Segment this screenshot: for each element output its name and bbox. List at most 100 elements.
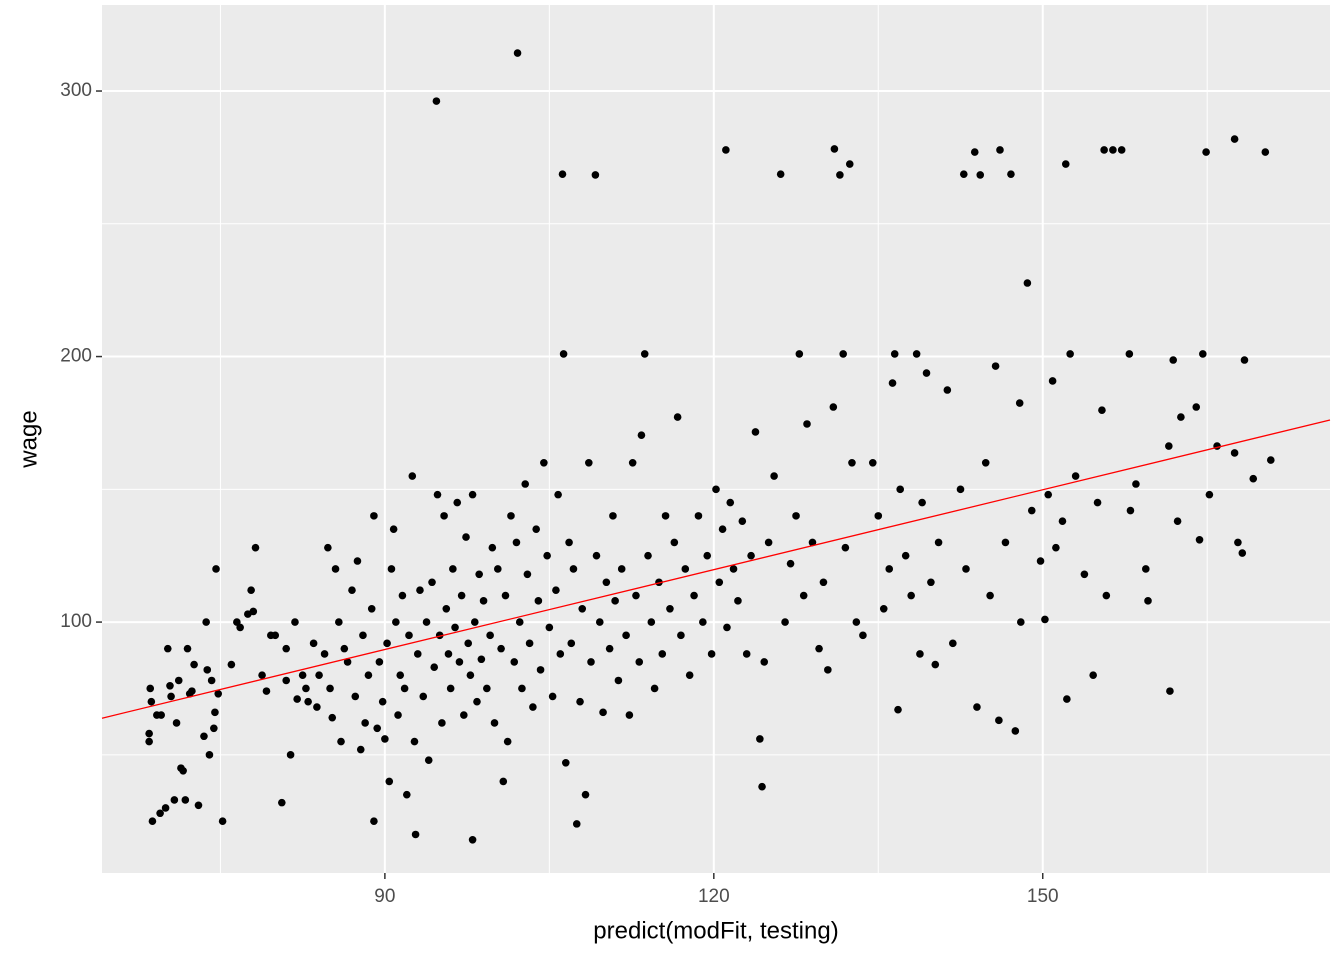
point: [396, 671, 405, 679]
point: [373, 724, 382, 733]
point: [188, 687, 196, 695]
plot-panel: [102, 5, 1330, 873]
point: [468, 490, 477, 499]
point: [1166, 687, 1174, 695]
point: [973, 703, 981, 711]
point: [576, 697, 584, 706]
point: [565, 538, 573, 547]
point: [507, 512, 515, 520]
point: [836, 171, 844, 179]
point: [558, 170, 567, 178]
point: [181, 796, 190, 804]
point: [986, 591, 994, 600]
point: [1202, 148, 1210, 156]
point: [145, 737, 153, 746]
point: [1173, 517, 1182, 525]
y-tick-label: 300: [60, 80, 92, 101]
point: [803, 420, 811, 428]
point: [848, 458, 856, 467]
point: [628, 458, 637, 467]
point: [532, 525, 540, 533]
point: [490, 719, 499, 727]
point: [808, 538, 817, 547]
fit-line: [101, 419, 1331, 719]
point: [841, 543, 850, 552]
point: [1098, 406, 1106, 414]
point: [962, 565, 970, 573]
point: [183, 644, 192, 653]
point: [518, 684, 526, 693]
point: [462, 533, 470, 541]
point: [194, 801, 203, 810]
point: [424, 756, 433, 764]
point: [1015, 399, 1024, 407]
point: [497, 644, 505, 653]
point: [440, 512, 448, 520]
y-axis-title: wage: [15, 410, 42, 468]
point: [166, 682, 174, 690]
point: [356, 745, 365, 754]
point: [661, 512, 670, 520]
point: [996, 146, 1004, 154]
point: [1100, 146, 1108, 154]
point: [227, 660, 236, 669]
point: [494, 565, 502, 573]
point: [1142, 565, 1150, 573]
point: [408, 472, 417, 480]
point: [540, 458, 548, 467]
point: [451, 623, 459, 632]
point: [331, 565, 340, 573]
point: [446, 684, 455, 693]
point: [464, 639, 473, 648]
point: [163, 644, 172, 653]
point: [1052, 543, 1060, 552]
point: [976, 171, 985, 179]
point: [707, 650, 716, 658]
point: [392, 618, 400, 626]
point: [786, 559, 795, 568]
point: [337, 737, 345, 746]
point: [468, 836, 477, 844]
point: [943, 386, 952, 394]
point: [364, 671, 373, 679]
point: [1011, 727, 1020, 735]
point: [738, 517, 747, 525]
point: [1192, 403, 1201, 411]
point: [658, 650, 667, 658]
point: [282, 644, 291, 653]
point: [625, 711, 634, 719]
point: [430, 663, 439, 672]
point: [146, 684, 155, 693]
point: [170, 796, 179, 804]
point: [304, 697, 312, 706]
point: [578, 605, 587, 613]
point: [868, 458, 877, 467]
point: [650, 684, 659, 693]
point: [819, 578, 828, 587]
point: [499, 777, 508, 786]
point: [203, 666, 212, 674]
point: [298, 671, 307, 679]
point: [501, 591, 510, 600]
point: [385, 777, 394, 786]
point: [411, 830, 420, 839]
y-tick-label: 200: [60, 346, 92, 367]
point: [715, 578, 724, 587]
point: [1023, 279, 1032, 287]
point: [278, 798, 286, 807]
point: [249, 607, 258, 616]
point: [1195, 535, 1204, 544]
point: [585, 458, 593, 467]
point: [200, 732, 208, 741]
point: [361, 719, 369, 727]
point: [483, 684, 491, 693]
point: [830, 145, 839, 153]
point: [488, 543, 497, 552]
point: [1080, 570, 1089, 579]
point: [313, 703, 321, 711]
point: [320, 650, 329, 658]
point: [258, 671, 266, 679]
point: [466, 671, 475, 679]
point: [370, 817, 378, 826]
